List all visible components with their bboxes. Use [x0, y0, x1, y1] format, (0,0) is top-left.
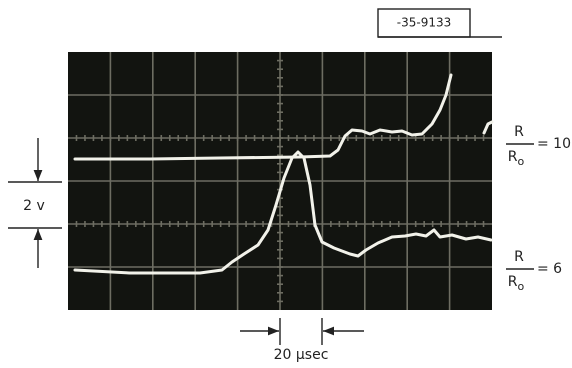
time-scale: 20 µsec [274, 347, 329, 363]
denominator-letter: R [508, 149, 518, 165]
figure-id: -35-9133 [397, 16, 451, 30]
ratio: = 10 [537, 136, 571, 152]
subscript: o [518, 280, 525, 293]
subscript: o [518, 155, 525, 168]
ratio: = 6 [537, 261, 562, 277]
figure: -35-9133 2 v 20 µsec R Ro = 10 R Ro = 6 [0, 0, 572, 368]
denominator-letter: R [508, 274, 518, 290]
trace-label: R Ro = 10 [506, 124, 571, 168]
denominator: Ro [508, 149, 525, 168]
numerator: R [514, 249, 524, 265]
denominator: Ro [508, 274, 525, 293]
trace-label: R Ro = 6 [506, 249, 562, 293]
vertical-scale: 2 v [23, 198, 45, 214]
numerator: R [514, 124, 524, 140]
